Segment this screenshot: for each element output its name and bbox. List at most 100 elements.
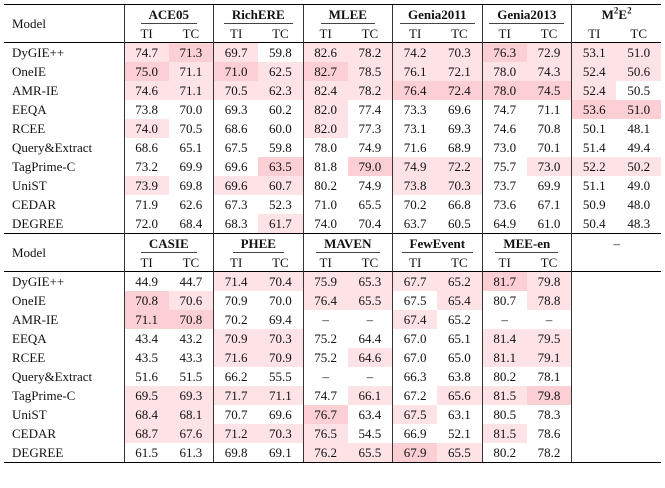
score-cell: 80.7 — [481, 291, 527, 310]
metric-header: TI — [481, 25, 527, 43]
score-cell: 71.1 — [168, 62, 214, 81]
score-cell: 69.8 — [213, 443, 259, 463]
metric-header: TC — [272, 255, 289, 270]
score-cell: 73.9 — [123, 176, 169, 195]
score-cell: 71.4 — [213, 271, 259, 291]
score-cell: 50.5 — [627, 83, 651, 98]
score-cell: 70.5 — [179, 121, 203, 136]
model-name: OneIE — [12, 293, 46, 308]
score-cell: 70.2 — [392, 195, 438, 214]
score-cell: 70.7 — [213, 405, 259, 424]
score-cell: 70.0 — [179, 102, 203, 117]
score-cell: 64.4 — [358, 331, 382, 346]
score-cell: 78.2 — [347, 42, 393, 62]
score-cell: 63.1 — [448, 407, 471, 422]
score-cell: 61.3 — [168, 443, 214, 463]
table-row: TagPrime-C 73.2 69.9 69.6 63.5 81.8 79.0 74.9 72… — [4, 157, 662, 176]
score-cell: 51.0 — [616, 42, 662, 62]
model-name: DyGIE++ — [4, 42, 124, 62]
score-cell: 72.0 — [123, 214, 169, 234]
table-row: DyGIE++ 44.9 44.7 71.4 70.4 75.9 65.3 67.7 65.2 8… — [4, 271, 662, 291]
score-cell: 60.7 — [258, 176, 304, 195]
metric-header: TI — [392, 25, 438, 43]
score-cell: 67.9 — [392, 443, 438, 463]
score-cell: 74.9 — [392, 157, 438, 176]
score-cell: 70.8 — [123, 291, 169, 310]
score-cell: 60.5 — [448, 216, 471, 231]
score-cell: 67.7 — [392, 271, 438, 291]
score-cell: 44.7 — [168, 271, 214, 291]
score-cell: 69.8 — [179, 178, 203, 193]
header-row-datasets: Model CASIE PHEE MAVEN FewEvent MEE-en – — [4, 233, 662, 272]
table-row: RCEE 43.5 43.3 71.6 70.9 75.2 64.6 67.0 65.0 81.1… — [4, 348, 662, 367]
score-cell: 50.1 — [571, 119, 617, 138]
score-cell: 71.9 — [123, 195, 169, 214]
score-cell: 62.5 — [258, 62, 304, 81]
score-cell: 69.6 — [213, 157, 259, 176]
dataset-name-part: E — [618, 7, 628, 22]
score-cell: 82.6 — [302, 42, 348, 62]
score-cell: 76.4 — [302, 291, 348, 310]
table-row: RCEE 74.0 70.5 68.6 60.0 82.0 77.3 73.1 69.3 74.6… — [4, 119, 661, 138]
score-cell: 76.7 — [302, 405, 348, 424]
score-cell: 67.0 — [392, 329, 438, 348]
score-cell: 68.3 — [213, 214, 259, 234]
score-cell: 65.2 — [437, 271, 483, 291]
score-cell: – — [545, 312, 553, 327]
score-cell: 68.4 — [123, 405, 169, 424]
score-cell: 71.3 — [168, 42, 214, 62]
score-cell: – — [366, 369, 374, 384]
score-cell: 60.2 — [269, 102, 292, 117]
score-cell: 74.7 — [123, 42, 169, 62]
score-cell: 75.2 — [302, 348, 348, 367]
score-cell: 77.4 — [358, 102, 382, 117]
score-cell: 48.1 — [627, 121, 651, 136]
score-cell: 70.3 — [437, 42, 483, 62]
score-cell: 67.0 — [392, 348, 438, 367]
table-row: OneIE 75.0 71.1 71.0 62.5 82.7 78.5 76.1 72.1 78.… — [4, 62, 662, 81]
results-table: Model ACE05 RichERE MLEE Genia2011 Genia2013 M… — [4, 4, 662, 463]
score-cell: 78.1 — [537, 369, 561, 384]
metric-header: TI — [571, 25, 617, 43]
score-cell: 74.7 — [481, 100, 527, 119]
model-name: EEQA — [12, 331, 47, 346]
score-cell: 70.9 — [258, 348, 304, 367]
score-cell: 61.7 — [258, 214, 304, 234]
score-cell: 73.0 — [526, 157, 572, 176]
model-name: UniST — [12, 178, 47, 193]
dataset-name: MAVEN — [316, 235, 380, 253]
score-cell: 68.4 — [179, 216, 203, 231]
score-cell: 74.3 — [526, 62, 572, 81]
score-cell: 52.4 — [571, 81, 617, 100]
score-cell: 71.6 — [392, 138, 438, 157]
score-cell: 65.5 — [347, 443, 393, 463]
score-cell: 73.6 — [481, 195, 527, 214]
metric-header: TI — [213, 254, 259, 272]
model-name: RCEE — [12, 350, 46, 365]
score-cell: 69.6 — [213, 176, 259, 195]
score-cell: 78.5 — [347, 62, 393, 81]
score-cell: 68.9 — [448, 140, 471, 155]
score-cell: 67.6 — [168, 424, 214, 443]
metric-header: TC — [540, 26, 558, 41]
dataset-name: Genia2011 — [400, 6, 475, 24]
score-cell: 50.9 — [571, 195, 617, 214]
score-cell: 65.3 — [347, 271, 393, 291]
table-row: EEQA 73.8 70.0 69.3 60.2 82.0 77.4 73.3 69.6 74.7… — [4, 100, 662, 119]
table-row: AMR-IE 71.1 70.8 70.2 69.4– –67.4 65.2– – — [4, 310, 662, 329]
score-cell: 53.1 — [571, 42, 617, 62]
score-cell: 61.5 — [123, 443, 169, 463]
metric-header: TI — [302, 25, 348, 43]
empty-cell — [571, 386, 662, 405]
table-row: TagPrime-C 69.5 69.3 71.7 71.1 74.7 66.1 67.2 65… — [4, 386, 662, 405]
score-cell: 59.8 — [269, 140, 292, 155]
score-cell: 70.9 — [213, 329, 259, 348]
score-cell: 67.1 — [537, 197, 561, 212]
score-cell: 71.1 — [258, 386, 304, 405]
score-cell: 70.9 — [213, 291, 259, 310]
score-cell: 50.2 — [616, 157, 662, 176]
score-cell: 69.3 — [213, 100, 259, 119]
score-cell: 69.6 — [448, 102, 471, 117]
score-cell: 70.8 — [537, 121, 561, 136]
score-cell: 44.9 — [123, 271, 169, 291]
